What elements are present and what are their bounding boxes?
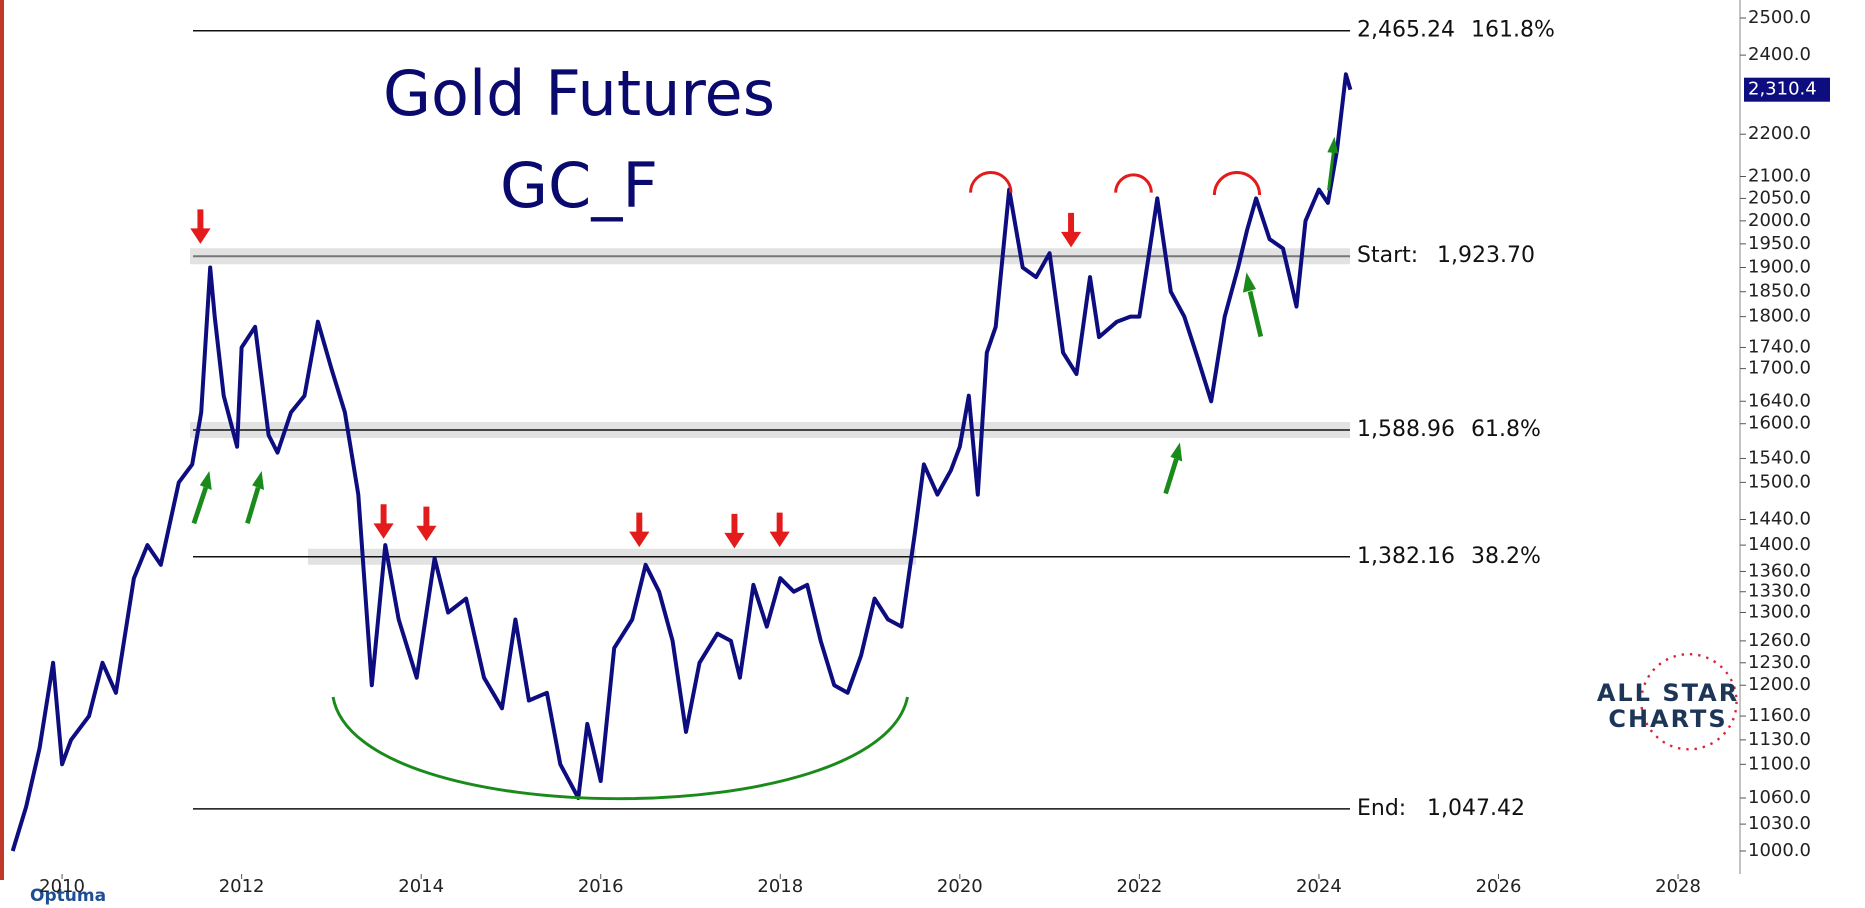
x-tick-label: 2028 — [1655, 876, 1701, 897]
logo-ring — [1640, 652, 1738, 751]
arrow — [1247, 290, 1264, 338]
x-tick-label: 2022 — [1116, 876, 1162, 897]
y-tick-label: 1300.0 — [1748, 601, 1811, 622]
y-tick-label: 1260.0 — [1748, 630, 1811, 651]
arrow — [724, 513, 745, 549]
y-tick-label: 1900.0 — [1748, 256, 1811, 277]
y-tick-label: 2200.0 — [1748, 123, 1811, 144]
chart-subtitle: GC_F — [500, 149, 658, 222]
level-ratio: 38.2% — [1471, 544, 1541, 569]
level-label: 1,047.42 — [1427, 796, 1525, 821]
arrow — [373, 504, 394, 539]
bands — [190, 248, 1350, 565]
level-ratio: 161.8% — [1471, 18, 1555, 43]
arrow — [629, 512, 650, 548]
arrow — [191, 486, 209, 525]
levels: 2,465.24 161.8% Start: 1,923.70 1,588.96 61.8… — [193, 18, 1555, 821]
level-label: 1,382.16 — [1357, 544, 1455, 569]
price-line — [10, 72, 1353, 852]
arrow — [245, 486, 261, 525]
plot — [10, 72, 1353, 852]
arrow-head — [1242, 272, 1257, 293]
x-tick-label: 2026 — [1476, 876, 1522, 897]
y-tick-label: 1060.0 — [1748, 787, 1811, 808]
logo-line: ALL STAR — [1597, 679, 1739, 707]
base-arc — [331, 696, 909, 801]
arrow — [416, 506, 437, 542]
arc — [969, 171, 1013, 193]
y-tick-label: 1640.0 — [1748, 390, 1811, 411]
arrow-head — [199, 471, 212, 491]
red-arrows — [190, 209, 1082, 549]
x-tick-label: 2018 — [757, 876, 803, 897]
y-tick-label: 2400.0 — [1748, 44, 1811, 65]
x-tick-label: 2016 — [578, 876, 624, 897]
last-price-label: 2,310.4 — [1748, 79, 1817, 100]
x-tick-label: 2010 — [39, 876, 85, 897]
arrow — [1060, 212, 1082, 248]
y-tick-label: 1500.0 — [1748, 471, 1811, 492]
level-prefix: End: — [1357, 796, 1406, 821]
y-tick-label: 2000.0 — [1748, 210, 1811, 231]
level-label: 1,923.70 — [1437, 243, 1535, 268]
y-tick-label: 1330.0 — [1748, 581, 1811, 602]
y-tick-label: 2500.0 — [1748, 7, 1811, 28]
y-tick-label: 2050.0 — [1748, 187, 1811, 208]
y-tick-label: 1600.0 — [1748, 413, 1811, 434]
y-tick-label: 1160.0 — [1748, 705, 1811, 726]
y-tick-label: 1700.0 — [1748, 358, 1811, 379]
arrow — [1163, 458, 1179, 495]
chart-title: Gold Futures — [383, 57, 775, 130]
arrow-head — [252, 471, 265, 491]
green-arrows — [191, 136, 1339, 525]
edge-strip — [0, 0, 4, 880]
y-tick-label: 1030.0 — [1748, 813, 1811, 834]
y-tick-label: 2100.0 — [1748, 166, 1811, 187]
level-label: 1,588.96 — [1357, 417, 1455, 442]
arrow — [1327, 152, 1335, 191]
arrow-head — [1327, 136, 1339, 154]
arrow-head — [1170, 442, 1183, 462]
x-tick-label: 2020 — [937, 876, 983, 897]
y-tick-label: 1850.0 — [1748, 281, 1811, 302]
y-tick-label: 1130.0 — [1748, 729, 1811, 750]
y-tick-label: 1540.0 — [1748, 447, 1811, 468]
y-tick-label: 1230.0 — [1748, 652, 1811, 673]
x-tick-label: 2024 — [1296, 876, 1342, 897]
arrow — [190, 209, 211, 244]
annotations — [190, 136, 1738, 801]
y-tick-label: 1000.0 — [1748, 840, 1811, 861]
y-tick-label: 1360.0 — [1748, 560, 1811, 581]
x-tick-label: 2012 — [219, 876, 265, 897]
y-tick-label: 1200.0 — [1748, 674, 1811, 695]
arc — [1114, 173, 1153, 193]
arc — [1212, 170, 1262, 196]
y-tick-label: 1800.0 — [1748, 306, 1811, 327]
last-price-box — [1744, 77, 1830, 102]
arrow — [769, 512, 790, 548]
level-label: 2,465.24 — [1357, 18, 1455, 43]
red-arcs — [969, 170, 1262, 196]
y-tick-label: 1950.0 — [1748, 233, 1811, 254]
level-ratio: 61.8% — [1471, 417, 1541, 442]
x-tick-label: 2014 — [398, 876, 444, 897]
y-tick-label: 1400.0 — [1748, 534, 1811, 555]
brand: Optuma — [30, 886, 106, 906]
logo-line: CHARTS — [1608, 705, 1727, 733]
level-prefix: Start: — [1357, 243, 1418, 268]
y-tick-label: 1100.0 — [1748, 753, 1811, 774]
y-tick-label: 1740.0 — [1748, 336, 1811, 357]
y-tick-label: 1440.0 — [1748, 508, 1811, 529]
